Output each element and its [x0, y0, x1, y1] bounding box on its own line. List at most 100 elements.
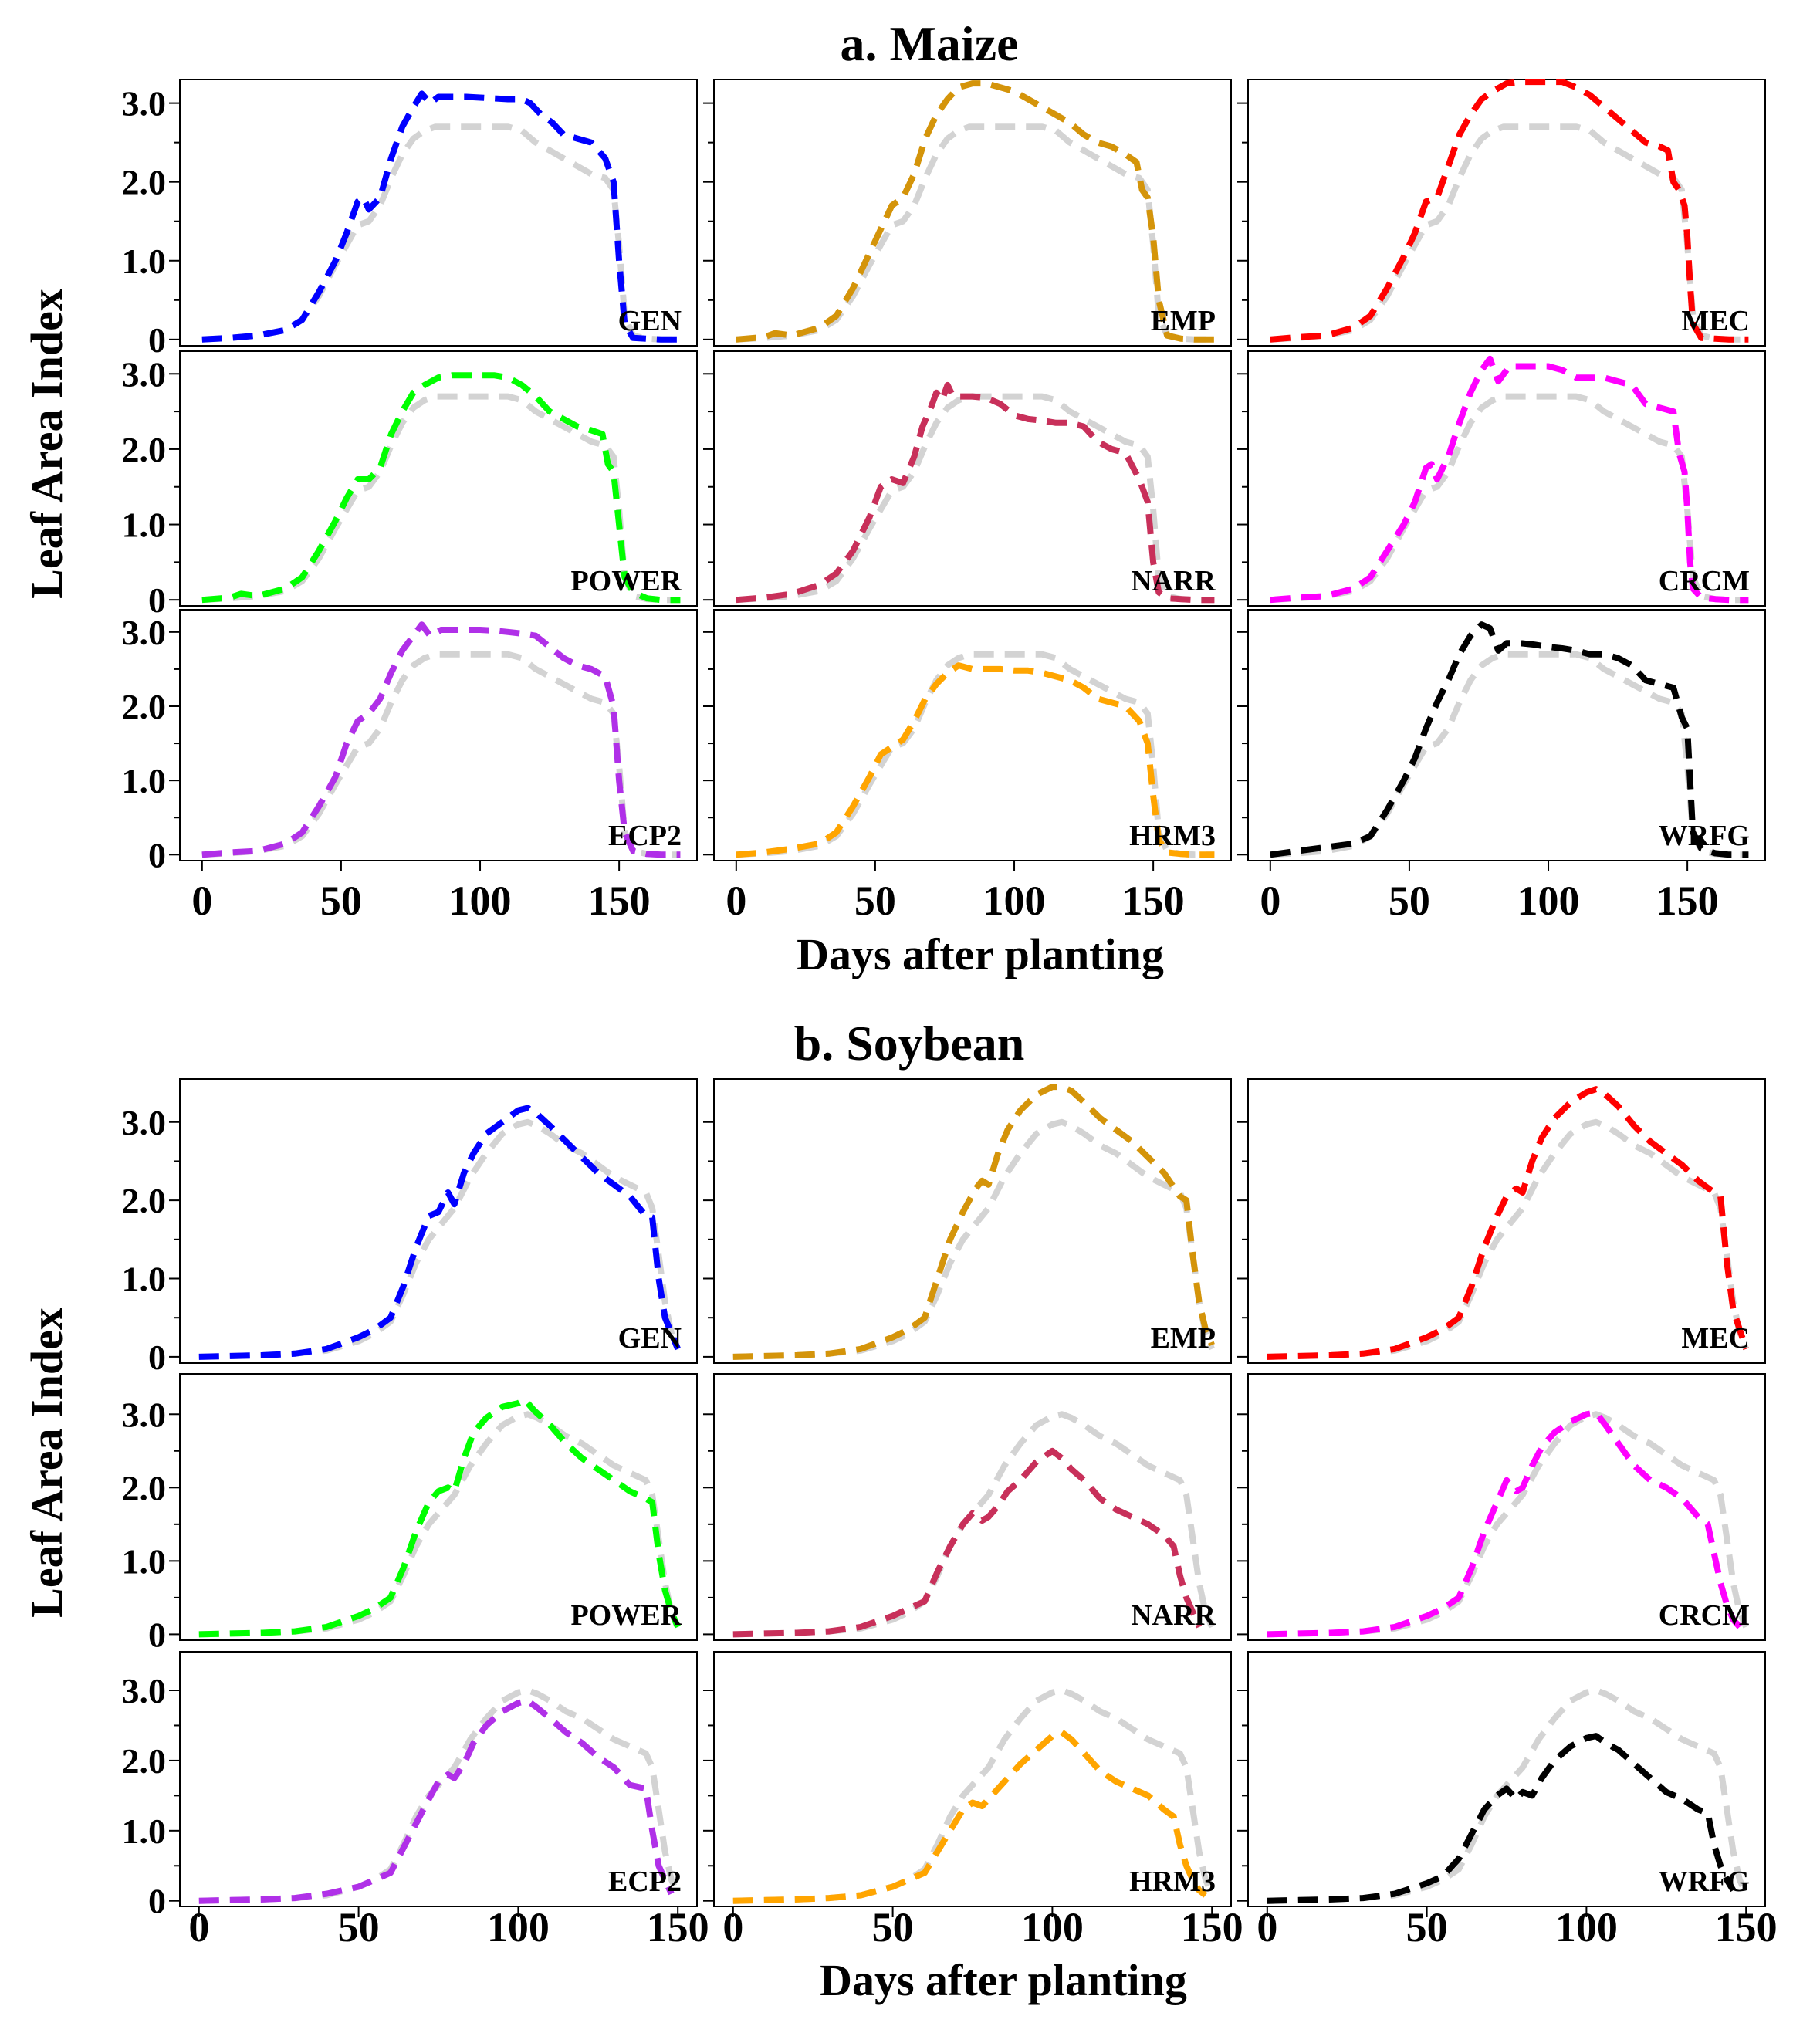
y-tick-label: 2.0 — [122, 1741, 167, 1781]
y-tick-label: 1.0 — [122, 1260, 167, 1299]
x-tick-label: 100 — [1555, 1904, 1618, 1950]
x-tick-label: 100 — [1517, 878, 1580, 924]
reference-series-line — [736, 393, 1215, 604]
panel-frame — [713, 1078, 1232, 1364]
panel-soybean-mec: MEC — [1237, 1078, 1766, 1364]
panel-label: POWER — [570, 565, 682, 597]
y-tick-label: 1.0 — [122, 242, 167, 281]
panel-frame — [179, 609, 698, 861]
panel-frame — [179, 1078, 698, 1364]
x-tick-label: 150 — [1715, 1904, 1778, 1950]
series-line-ecp2 — [198, 1697, 675, 1904]
x-tick-label: 150 — [588, 878, 651, 924]
y-axis-label-maize: Leaf Area Index — [22, 289, 72, 599]
reference-series-line — [1267, 1118, 1749, 1360]
y-tick-label: 1.0 — [122, 1541, 167, 1581]
panel-label: EMP — [1151, 1322, 1216, 1355]
y-tick-label: 0 — [148, 835, 166, 874]
reference-series-line — [732, 1411, 1215, 1638]
y-tick-label: 0 — [148, 1338, 166, 1377]
series-line-emp — [732, 1084, 1215, 1360]
panel-soybean-ecp2: 0 1.0 2.0 3.0 0 50 100 150 ECP2 — [122, 1651, 709, 1950]
series-line-wrfg — [1270, 621, 1749, 858]
y-tick-label: 1.0 — [122, 506, 167, 545]
series-line-hrm3 — [736, 662, 1215, 858]
panel-soybean-emp: EMP — [703, 1078, 1232, 1364]
y-tick-label: 3.0 — [122, 354, 167, 394]
series-line-emp — [736, 80, 1215, 343]
series-line-narr — [732, 1447, 1203, 1638]
panel-soybean-power: 0 1.0 2.0 3.0 POWER — [122, 1373, 698, 1654]
maize-panel-grid: 0 1.0 2.0 3.0 GEN EMP MEC 0 1.0 2.0 3.0 POWER NARR CR… — [122, 79, 1766, 924]
panel-frame — [179, 350, 698, 607]
x-tick-label: 50 — [854, 878, 896, 924]
panel-frame — [713, 350, 1232, 607]
series-line-hrm3 — [732, 1729, 1208, 1904]
x-tick-label: 50 — [320, 878, 362, 924]
panel-label: CRCM — [1659, 1599, 1750, 1632]
x-tick-label: 150 — [1656, 878, 1719, 924]
x-tick-label: 50 — [338, 1904, 380, 1950]
y-tick-label: 0 — [148, 580, 166, 620]
x-tick-label: 0 — [188, 1904, 209, 1950]
panel-label: HRM3 — [1129, 820, 1216, 852]
y-tick-label: 0 — [148, 320, 166, 360]
reference-series-line — [1267, 1411, 1749, 1638]
y-tick-label: 0 — [148, 1615, 166, 1654]
x-tick-label: 150 — [1122, 878, 1185, 924]
reference-series-line — [1267, 1687, 1749, 1904]
section-maize: a. Maize Leaf Area Index Days after plan… — [22, 16, 1766, 979]
x-tick-label: 150 — [647, 1904, 709, 1950]
x-tick-label: 100 — [449, 878, 512, 924]
panel-maize-ecp2: 0 1.0 2.0 3.0 0 50 100 150 ECP2 — [122, 609, 698, 924]
reference-series-line — [198, 1687, 681, 1904]
panel-maize-wrfg: 0 50 100 150 WRFG — [1237, 609, 1766, 924]
series-line-mec — [1270, 79, 1749, 343]
panel-soybean-crcm: CRCM — [1237, 1373, 1766, 1641]
panel-frame — [179, 1373, 698, 1641]
x-tick-label: 0 — [726, 878, 746, 924]
reference-series-line — [736, 651, 1215, 858]
panel-label: MEC — [1681, 1322, 1750, 1355]
x-axis-label-soybean: Days after planting — [820, 1955, 1187, 2005]
y-tick-label: 2.0 — [122, 1468, 167, 1507]
section-soybean: b. Soybean Leaf Area Index Days after pl… — [22, 1016, 1778, 2005]
panel-maize-narr: NARR — [703, 350, 1232, 607]
y-tick-label: 2.0 — [122, 687, 167, 726]
panel-soybean-narr: NARR — [703, 1373, 1232, 1641]
panel-frame — [1247, 79, 1766, 347]
reference-series-line — [732, 1118, 1215, 1360]
y-tick-label: 0 — [148, 1882, 166, 1921]
y-tick-label: 3.0 — [122, 1395, 167, 1434]
x-tick-label: 0 — [1257, 1904, 1277, 1950]
y-tick-label: 3.0 — [122, 84, 167, 123]
panel-label: CRCM — [1659, 565, 1750, 597]
x-tick-label: 0 — [1260, 878, 1280, 924]
panel-label: POWER — [570, 1599, 682, 1632]
series-line-wrfg — [1267, 1733, 1737, 1904]
x-tick-label: 150 — [1181, 1904, 1243, 1950]
y-tick-label: 1.0 — [122, 1812, 167, 1851]
panel-frame — [1247, 1651, 1766, 1907]
panel-label: ECP2 — [608, 820, 682, 852]
series-line-crcm — [1270, 355, 1749, 604]
panel-label: MEC — [1681, 305, 1750, 337]
x-tick-label: 50 — [1406, 1904, 1448, 1950]
panel-label: ECP2 — [608, 1866, 682, 1898]
panel-maize-mec: MEC — [1237, 79, 1766, 347]
panel-frame — [1247, 1373, 1766, 1641]
panel-label: NARR — [1131, 565, 1216, 597]
panel-frame — [713, 609, 1232, 861]
x-tick-label: 50 — [872, 1904, 914, 1950]
panel-frame — [713, 79, 1232, 347]
series-line-power — [198, 1396, 681, 1638]
series-line-narr — [736, 381, 1215, 604]
panel-soybean-wrfg: 0 50 100 150 WRFG — [1237, 1651, 1778, 1950]
panel-frame — [713, 1651, 1232, 1907]
panel-label: NARR — [1131, 1599, 1216, 1632]
x-tick-label: 50 — [1389, 878, 1430, 924]
y-axis-label-soybean: Leaf Area Index — [22, 1308, 72, 1618]
panel-soybean-gen: 0 1.0 2.0 3.0 GEN — [122, 1078, 698, 1377]
panel-label: EMP — [1151, 305, 1216, 337]
